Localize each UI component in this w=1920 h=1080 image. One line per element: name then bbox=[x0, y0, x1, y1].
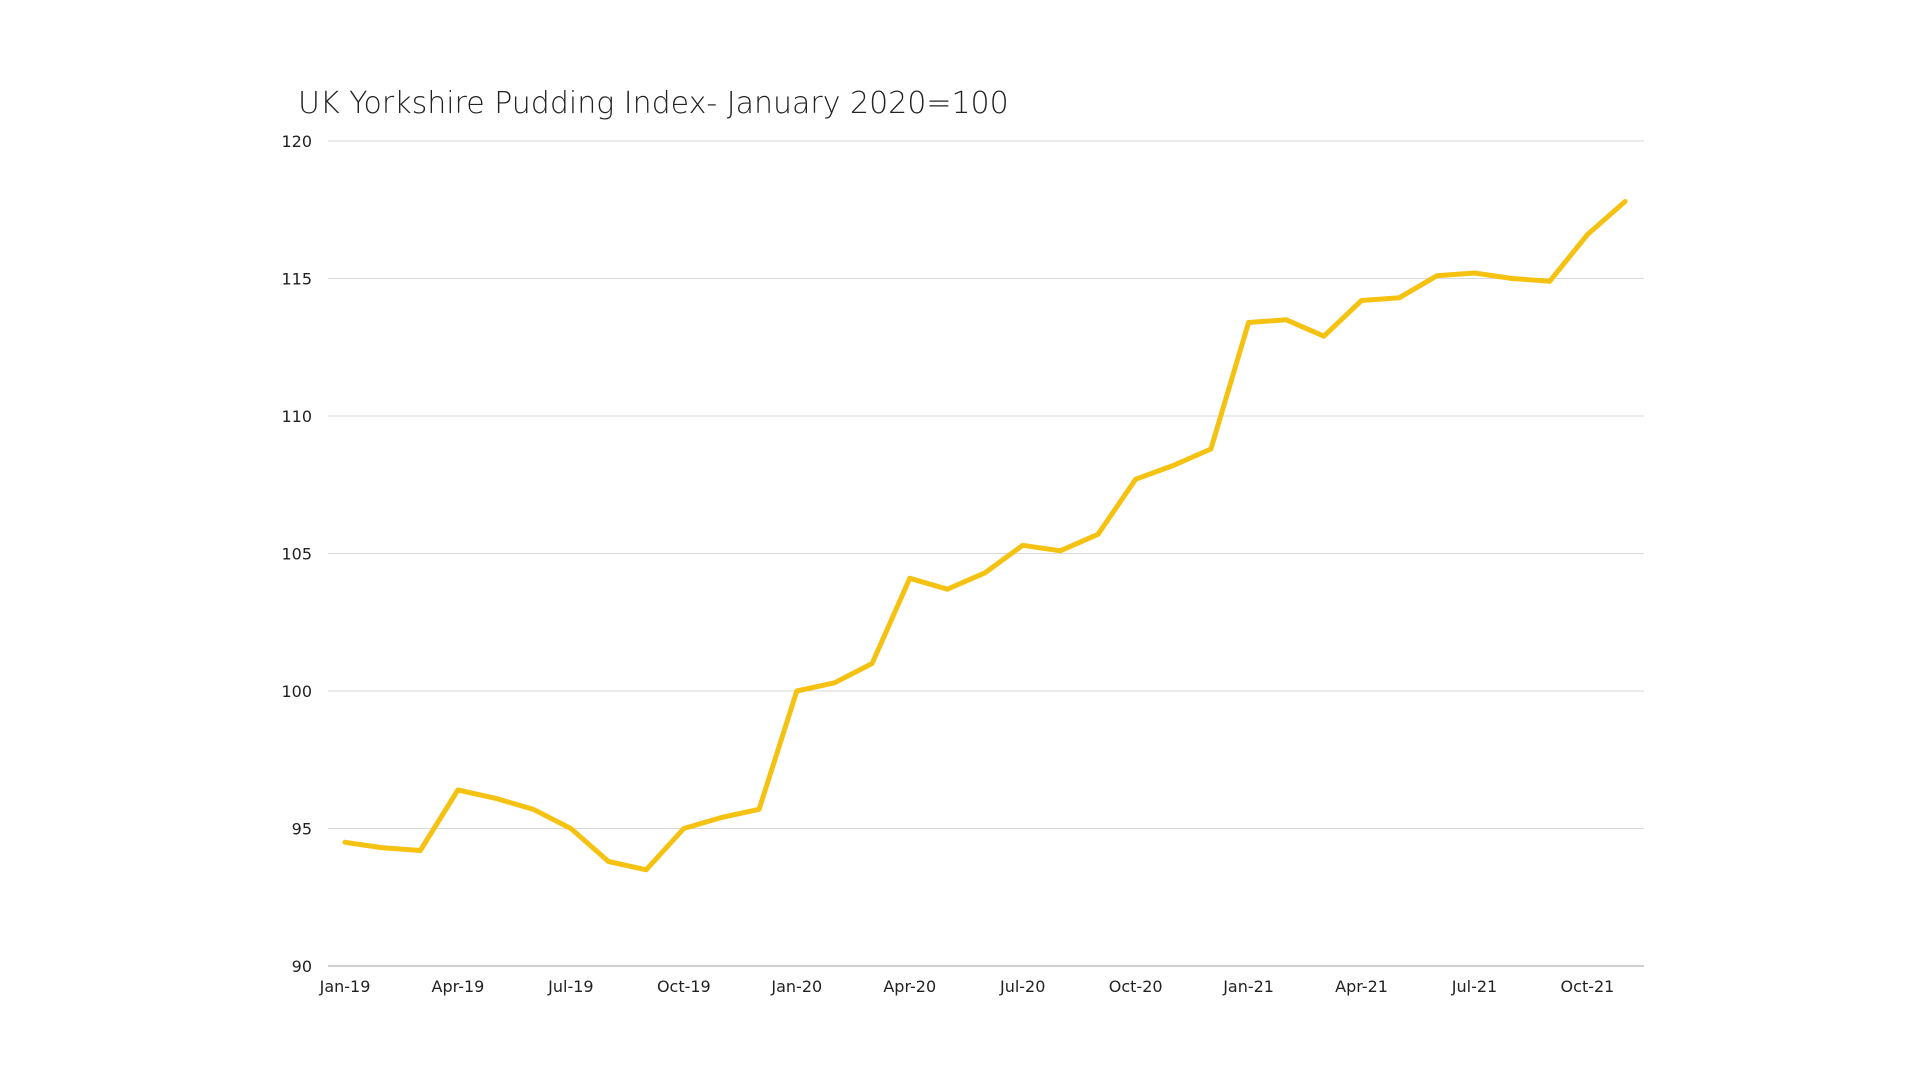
y-tick-label: 100 bbox=[281, 682, 312, 701]
y-tick-label: 105 bbox=[281, 545, 312, 564]
y-tick-label: 90 bbox=[292, 957, 312, 976]
x-tick-label: Apr-21 bbox=[1335, 977, 1388, 996]
x-tick-label: Jul-21 bbox=[1451, 977, 1497, 996]
chart-title: UK Yorkshire Pudding Index- January 2020… bbox=[298, 86, 1009, 121]
y-tick-label: 110 bbox=[281, 407, 312, 426]
y-tick-label: 95 bbox=[292, 820, 312, 839]
series-line-0 bbox=[342, 199, 1628, 873]
x-tick-label: Oct-20 bbox=[1109, 977, 1163, 996]
gridlines bbox=[328, 140, 1644, 829]
x-tick-label: Jul-20 bbox=[999, 977, 1045, 996]
x-tick-label: Oct-19 bbox=[657, 977, 711, 996]
y-axis-tick-labels: 90 95 100 105 110 115 120 bbox=[281, 132, 312, 976]
y-tick-label: 115 bbox=[281, 270, 312, 289]
x-tick-label: Jan-21 bbox=[1222, 977, 1274, 996]
x-tick-label: Jan-19 bbox=[319, 977, 371, 996]
x-tick-label: Apr-20 bbox=[883, 977, 936, 996]
y-tick-label: 120 bbox=[281, 132, 312, 151]
x-tick-label: Apr-19 bbox=[432, 977, 485, 996]
x-tick-label: Oct-21 bbox=[1561, 977, 1615, 996]
series-layer bbox=[342, 199, 1628, 873]
x-axis-tick-labels: Jan-19 Apr-19 Jul-19 Oct-19 Jan-20 Apr-20 Jul-… bbox=[319, 977, 1615, 996]
x-tick-label: Jan-20 bbox=[770, 977, 822, 996]
x-tick-label: Jul-19 bbox=[547, 977, 593, 996]
